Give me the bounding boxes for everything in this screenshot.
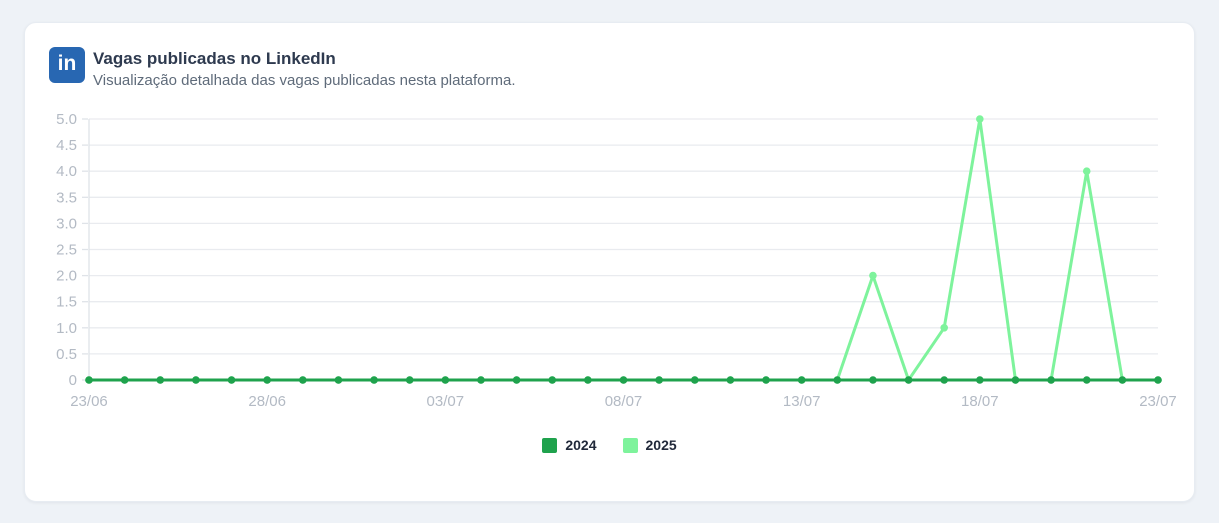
data-point-2024 bbox=[619, 376, 628, 384]
data-point-2024 bbox=[512, 376, 521, 384]
y-tick-label: 3.5 bbox=[56, 189, 77, 206]
y-tick-label: 3.0 bbox=[56, 215, 77, 232]
y-tick-label: 1.0 bbox=[56, 320, 77, 337]
data-point-2024 bbox=[904, 376, 913, 384]
data-point-2024 bbox=[1047, 376, 1055, 384]
line-chart: 0 0.5 1.0 1.5 2.0 2.5 3.0 3.5 4.0 4.5 5.0 23/06 28/0… bbox=[56, 111, 1177, 410]
data-point-2024 bbox=[156, 376, 165, 384]
data-point-2024 bbox=[1082, 376, 1091, 384]
header-text: Vagas publicadas no LinkedIn Visualizaçã… bbox=[93, 47, 516, 89]
data-point-2024 bbox=[192, 376, 200, 384]
y-tick-label: 2.0 bbox=[56, 268, 77, 285]
y-tick-label: 1.5 bbox=[56, 294, 77, 311]
y-tick-label: 4.0 bbox=[56, 163, 77, 180]
x-tick-label: 13/07 bbox=[783, 393, 821, 410]
legend-item-2024[interactable]: 2024 bbox=[542, 437, 597, 453]
data-point-2024 bbox=[976, 376, 984, 384]
y-tick-label: 4.5 bbox=[56, 137, 77, 154]
y-tick-label: 5.0 bbox=[56, 111, 77, 128]
chart-title: Vagas publicadas no LinkedIn bbox=[93, 49, 336, 68]
data-point-2024 bbox=[334, 376, 343, 384]
y-tick-label: 0.5 bbox=[56, 346, 77, 363]
data-point-2024 bbox=[85, 376, 93, 384]
x-tick-label: 18/07 bbox=[961, 393, 999, 410]
data-point-2024 bbox=[797, 376, 806, 384]
data-point-2024 bbox=[584, 376, 592, 384]
data-point-2024 bbox=[1154, 376, 1162, 384]
data-point-2024 bbox=[227, 376, 236, 384]
data-point-2025 bbox=[940, 324, 948, 332]
data-point-2024 bbox=[726, 376, 735, 384]
data-point-2024 bbox=[263, 376, 271, 384]
chart-legend: 2024 2025 bbox=[25, 437, 1194, 453]
data-point-2024 bbox=[833, 376, 842, 384]
data-point-2025 bbox=[976, 115, 984, 123]
data-point-2024 bbox=[762, 376, 770, 384]
data-point-2024 bbox=[1011, 376, 1020, 384]
data-point-2024 bbox=[370, 376, 378, 384]
data-point-2024 bbox=[548, 376, 557, 384]
data-point-2024 bbox=[299, 376, 307, 384]
data-point-2024 bbox=[1118, 376, 1127, 384]
data-point-2024 bbox=[869, 376, 877, 384]
x-tick-label: 23/07 bbox=[1139, 393, 1177, 410]
linkedin-icon: in bbox=[49, 47, 85, 83]
data-point-2024 bbox=[405, 376, 414, 384]
x-tick-label: 23/06 bbox=[70, 393, 108, 410]
data-point-2024 bbox=[441, 376, 450, 384]
data-point-2024 bbox=[120, 376, 129, 384]
data-point-2025 bbox=[1082, 167, 1091, 175]
y-tick-label: 2.5 bbox=[56, 242, 77, 259]
y-tick-label: 0 bbox=[69, 372, 77, 389]
data-point-2024 bbox=[940, 376, 948, 384]
legend-swatch bbox=[622, 437, 638, 453]
card-header: in Vagas publicadas no LinkedIn Visualiz… bbox=[49, 47, 516, 89]
x-tick-label: 03/07 bbox=[427, 393, 465, 410]
legend-label: 2025 bbox=[645, 437, 677, 453]
legend-label: 2024 bbox=[565, 437, 597, 453]
data-point-2025 bbox=[869, 271, 877, 280]
x-tick-label: 08/07 bbox=[605, 393, 643, 410]
legend-swatch bbox=[542, 437, 558, 453]
chart-card: in Vagas publicadas no LinkedIn Visualiz… bbox=[24, 22, 1195, 502]
legend-item-2025[interactable]: 2025 bbox=[622, 437, 677, 453]
data-point-2024 bbox=[690, 376, 699, 384]
chart-subtitle: Visualização detalhada das vagas publica… bbox=[93, 72, 516, 90]
linkedin-icon-text: in bbox=[57, 51, 77, 75]
data-point-2024 bbox=[655, 376, 663, 384]
x-tick-label: 28/06 bbox=[248, 393, 286, 410]
data-point-2024 bbox=[477, 376, 485, 384]
